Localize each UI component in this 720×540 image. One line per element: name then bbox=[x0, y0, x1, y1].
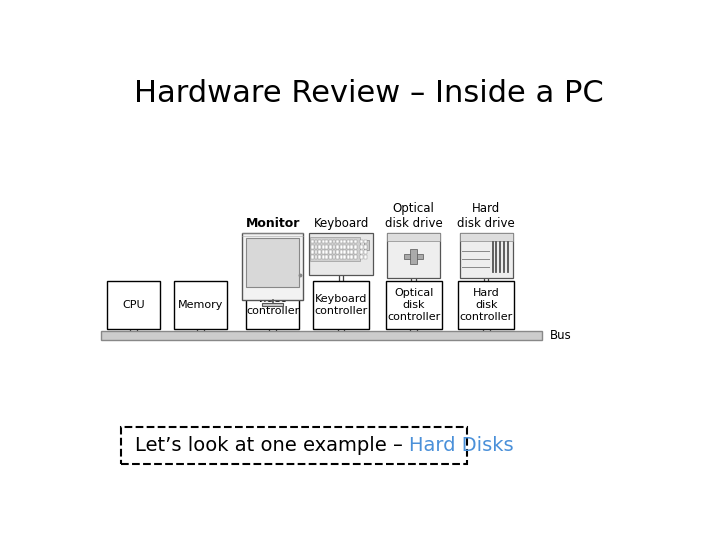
Text: Bus: Bus bbox=[550, 329, 572, 342]
Bar bbox=[459, 281, 514, 329]
Text: Video
controller: Video controller bbox=[246, 294, 300, 316]
Bar bbox=[262, 303, 284, 306]
Bar bbox=[333, 245, 336, 249]
Bar bbox=[343, 255, 346, 259]
Bar bbox=[333, 250, 336, 254]
Bar bbox=[343, 250, 346, 254]
Bar bbox=[364, 250, 367, 254]
Text: Monitor: Monitor bbox=[246, 217, 300, 230]
Text: Hard Disks: Hard Disks bbox=[409, 436, 513, 455]
Bar bbox=[343, 240, 346, 244]
Bar bbox=[121, 427, 467, 464]
Bar bbox=[333, 255, 336, 259]
Bar bbox=[325, 255, 328, 259]
Bar bbox=[364, 240, 367, 244]
Bar bbox=[459, 233, 513, 241]
Bar bbox=[354, 250, 357, 254]
Bar bbox=[410, 249, 417, 264]
Bar bbox=[325, 240, 328, 244]
Bar bbox=[364, 240, 369, 250]
Bar bbox=[354, 240, 357, 244]
Bar bbox=[325, 250, 328, 254]
Bar bbox=[318, 240, 321, 244]
Bar bbox=[315, 240, 318, 244]
Text: Keyboard: Keyboard bbox=[313, 217, 369, 230]
Bar bbox=[315, 255, 318, 259]
Bar bbox=[347, 255, 350, 259]
Bar bbox=[347, 245, 350, 249]
Bar bbox=[333, 240, 336, 244]
Bar bbox=[386, 281, 441, 329]
Bar bbox=[101, 331, 542, 340]
Text: Optical
disk
controller: Optical disk controller bbox=[387, 288, 440, 321]
Bar bbox=[360, 240, 364, 244]
Bar bbox=[322, 255, 325, 259]
Bar bbox=[343, 245, 346, 249]
Bar bbox=[354, 255, 357, 259]
Bar bbox=[311, 240, 314, 244]
Bar bbox=[354, 245, 357, 249]
Bar bbox=[387, 233, 440, 278]
Bar bbox=[336, 245, 339, 249]
Bar bbox=[360, 255, 364, 259]
Bar bbox=[364, 255, 367, 259]
Bar bbox=[329, 245, 332, 249]
Bar bbox=[347, 250, 350, 254]
Bar bbox=[322, 245, 325, 249]
Bar bbox=[322, 240, 325, 244]
Bar bbox=[340, 250, 343, 254]
Bar bbox=[351, 245, 354, 249]
Bar bbox=[336, 255, 339, 259]
Bar bbox=[459, 233, 513, 278]
Bar bbox=[387, 233, 440, 241]
Bar bbox=[329, 240, 332, 244]
Bar bbox=[340, 255, 343, 259]
Bar bbox=[246, 238, 299, 287]
Bar bbox=[336, 250, 339, 254]
Bar bbox=[107, 281, 160, 329]
Bar bbox=[311, 255, 314, 259]
Text: Hardware Review – Inside a PC: Hardware Review – Inside a PC bbox=[134, 79, 604, 109]
Bar bbox=[315, 245, 318, 249]
Bar bbox=[174, 281, 227, 329]
Text: Keyboard
controller: Keyboard controller bbox=[315, 294, 368, 316]
Bar bbox=[351, 255, 354, 259]
Text: CPU: CPU bbox=[122, 300, 145, 310]
Bar bbox=[310, 238, 360, 261]
Bar bbox=[242, 233, 303, 300]
Bar bbox=[347, 240, 350, 244]
Text: Memory: Memory bbox=[178, 300, 223, 310]
Bar bbox=[340, 240, 343, 244]
Text: Optical
disk drive: Optical disk drive bbox=[384, 202, 443, 230]
Bar bbox=[322, 250, 325, 254]
Text: Let’s look at one example –: Let’s look at one example – bbox=[135, 436, 409, 455]
Bar bbox=[351, 240, 354, 244]
Bar bbox=[351, 250, 354, 254]
Bar bbox=[340, 245, 343, 249]
Bar bbox=[246, 281, 300, 329]
Bar bbox=[311, 245, 314, 249]
Text: Hard
disk drive: Hard disk drive bbox=[457, 202, 515, 230]
Text: Hard
disk
controller: Hard disk controller bbox=[459, 288, 513, 321]
Bar bbox=[329, 255, 332, 259]
Bar bbox=[315, 250, 318, 254]
Bar bbox=[336, 240, 339, 244]
Bar bbox=[318, 255, 321, 259]
Bar bbox=[318, 250, 321, 254]
Bar bbox=[309, 233, 373, 275]
Bar bbox=[360, 250, 364, 254]
Bar bbox=[311, 250, 314, 254]
Bar bbox=[364, 245, 367, 249]
Bar bbox=[318, 245, 321, 249]
Bar bbox=[329, 250, 332, 254]
Bar bbox=[404, 254, 423, 259]
Bar bbox=[325, 245, 328, 249]
Bar bbox=[313, 281, 369, 329]
Bar bbox=[360, 245, 364, 249]
